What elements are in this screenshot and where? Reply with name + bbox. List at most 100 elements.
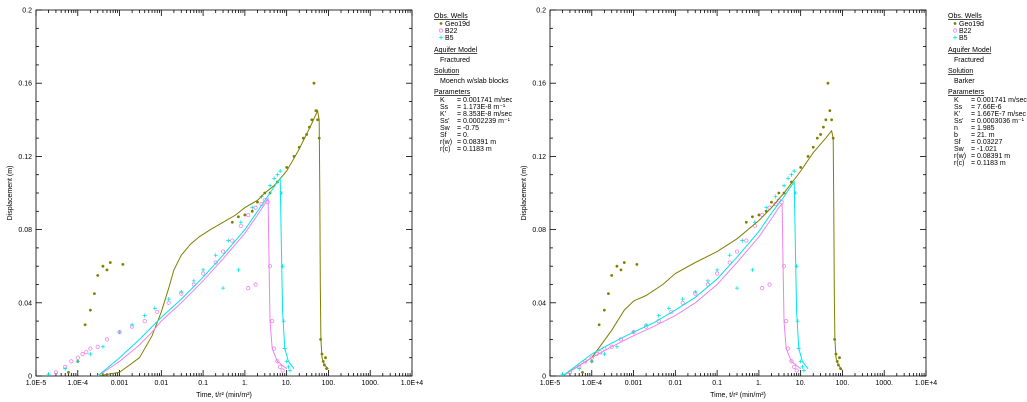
legend-marker-geo19d bbox=[953, 22, 957, 25]
data-point-b5 bbox=[801, 368, 806, 373]
solution-value: Moench w/slab blocks bbox=[440, 78, 509, 85]
x-tick-label: 1.0E+4 bbox=[915, 380, 937, 387]
data-point-b5 bbox=[179, 289, 184, 294]
data-point-b22 bbox=[275, 359, 280, 364]
y-tick-label: 0 bbox=[542, 374, 546, 381]
data-point-b22 bbox=[53, 370, 59, 375]
data-point-b5 bbox=[213, 253, 218, 258]
parameter-value: = -1.021 bbox=[971, 146, 997, 153]
x-tick-label: 0.1 bbox=[712, 380, 722, 387]
data-point-b22 bbox=[69, 359, 74, 364]
data-point-geo19d bbox=[622, 261, 626, 264]
legend-heading-obs-wells: Obs. Wells bbox=[948, 13, 982, 20]
data-point-geo19d bbox=[67, 370, 70, 374]
data-point-b5 bbox=[666, 306, 671, 311]
x-tick-label: 1.0E-4 bbox=[581, 380, 602, 387]
legend-heading-parameters: Parameters bbox=[948, 89, 985, 96]
plot-frame bbox=[35, 9, 413, 377]
fit-curve-b22 bbox=[97, 196, 288, 376]
x-tick-label: 0.001 bbox=[111, 380, 129, 387]
parameter-name: Sw bbox=[954, 146, 965, 153]
data-point-b22 bbox=[104, 337, 110, 342]
data-point-geo19d bbox=[826, 81, 830, 85]
data-point-b5 bbox=[236, 267, 241, 272]
data-point-b5 bbox=[773, 194, 778, 199]
data-point-b22 bbox=[238, 223, 243, 229]
data-point-geo19d bbox=[607, 292, 610, 296]
data-point-geo19d bbox=[619, 268, 623, 272]
data-point-b22 bbox=[781, 264, 787, 269]
parameter-name: r(c) bbox=[440, 146, 451, 153]
parameter-value: = 0.1183 m bbox=[457, 146, 492, 153]
data-point-geo19d bbox=[830, 118, 833, 122]
parameter-value: = 1.985 bbox=[971, 125, 995, 132]
data-point-geo19d bbox=[256, 200, 259, 204]
y-axis-title: Displacement (m) bbox=[521, 166, 528, 221]
legend-marker-b22 bbox=[952, 28, 958, 33]
data-point-b22 bbox=[95, 344, 100, 349]
data-point-geo19d bbox=[777, 191, 781, 195]
data-point-geo19d bbox=[751, 215, 754, 219]
data-point-b5 bbox=[250, 205, 255, 210]
data-point-b5 bbox=[278, 169, 283, 174]
data-point-b5 bbox=[221, 286, 226, 291]
data-point-geo19d bbox=[819, 133, 822, 136]
fit-curve-b22 bbox=[562, 202, 802, 376]
data-point-b22 bbox=[246, 286, 251, 291]
parameter-name: K' bbox=[440, 111, 446, 118]
data-point-b22 bbox=[213, 260, 218, 265]
data-point-geo19d bbox=[108, 261, 112, 264]
data-point-b22 bbox=[609, 344, 614, 349]
fit-curve-geo19d bbox=[97, 109, 329, 376]
data-point-b5 bbox=[268, 183, 273, 188]
data-point-b5 bbox=[602, 352, 607, 357]
data-point-b22 bbox=[760, 286, 765, 291]
data-point-b5 bbox=[786, 176, 791, 181]
data-point-b22 bbox=[88, 346, 93, 351]
data-point-b22 bbox=[792, 364, 797, 369]
parameter-name: Sf bbox=[954, 139, 961, 146]
data-point-geo19d bbox=[602, 308, 606, 312]
data-point-geo19d bbox=[811, 145, 815, 149]
data-point-b5 bbox=[272, 176, 277, 181]
parameter-value: = 0.08391 m bbox=[971, 153, 1010, 160]
chart-right: 1.0E-5 1.0E-4 0.001 0.01 0.1 1. 10. 100. 1000. 1.… bbox=[521, 8, 1027, 400]
data-point-b5 bbox=[680, 297, 685, 302]
y-axis-title: Displacement (m) bbox=[7, 166, 14, 221]
parameter-name: r(w) bbox=[440, 139, 452, 146]
legend-label-geo19d: Geo19d bbox=[445, 21, 470, 28]
data-point-b22 bbox=[253, 282, 258, 287]
data-point-geo19d bbox=[770, 200, 773, 204]
y-tick-label: 0.16 bbox=[532, 81, 546, 88]
x-tick-label: 1.0E-4 bbox=[67, 380, 88, 387]
data-point-b5 bbox=[238, 220, 243, 225]
data-point-geo19d bbox=[744, 220, 748, 224]
parameter-value: = 0.001741 m/sec bbox=[457, 97, 512, 104]
legend-marker-b5 bbox=[953, 35, 957, 40]
data-point-b5 bbox=[152, 306, 157, 311]
data-point-geo19d bbox=[806, 155, 810, 158]
data-point-geo19d bbox=[312, 81, 316, 85]
x-tick-label: 0.001 bbox=[625, 380, 643, 387]
x-axis-title: Time, t/r² (min/m²) bbox=[710, 392, 766, 399]
data-point-b22 bbox=[734, 249, 740, 254]
y-tick-label: 0.04 bbox=[18, 300, 32, 307]
legend-label-geo19d: Geo19d bbox=[959, 21, 984, 28]
legend-marker-geo19d bbox=[439, 22, 443, 25]
data-point-b5 bbox=[792, 169, 797, 174]
x-tick-label: 10. bbox=[796, 380, 806, 387]
data-point-b5 bbox=[589, 359, 594, 364]
y-tick-label: 0.08 bbox=[18, 227, 32, 234]
data-point-b22 bbox=[84, 350, 89, 355]
data-point-b22 bbox=[280, 368, 285, 373]
data-point-b5 bbox=[800, 364, 805, 369]
x-axis-title: Time, t/r² (min/m²) bbox=[196, 392, 252, 399]
data-point-geo19d bbox=[316, 118, 319, 122]
data-point-b22 bbox=[80, 351, 85, 357]
y-tick-label: 0.04 bbox=[532, 300, 546, 307]
data-point-b22 bbox=[75, 355, 80, 360]
data-point-b22 bbox=[767, 282, 772, 287]
parameter-value: = 0.08391 m bbox=[457, 139, 496, 146]
data-point-b22 bbox=[166, 300, 171, 305]
x-tick-label: 10. bbox=[282, 380, 292, 387]
